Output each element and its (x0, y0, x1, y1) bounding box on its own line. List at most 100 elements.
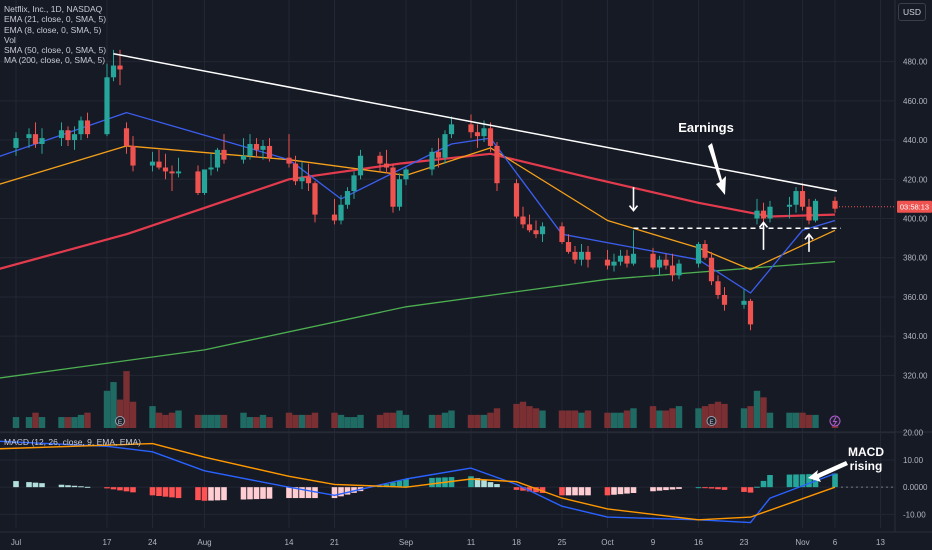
arrow-head (804, 232, 814, 240)
macd-tick-label: -10.00 (903, 510, 926, 519)
legend-ma200[interactable]: MA (200, close, 0, SMA, 5) (4, 55, 106, 66)
macd-histogram-bar (559, 487, 565, 496)
candle (435, 138, 442, 168)
volume-bar (448, 410, 455, 428)
macd-histogram-bar (221, 487, 227, 501)
earnings-label: Earnings (678, 120, 734, 135)
macd-histogram-bar (396, 480, 403, 488)
macd-histogram-bar (13, 481, 19, 488)
macd-histogram-bar (338, 487, 344, 497)
candle-body (104, 77, 110, 135)
candle-body (286, 157, 292, 164)
candle (403, 167, 409, 186)
volume-bar (311, 412, 319, 428)
volume-bar (116, 399, 124, 428)
candle-body (435, 151, 442, 158)
candle-body (468, 124, 474, 133)
arrow-head (758, 221, 769, 228)
volume-bar (344, 417, 351, 428)
legend-ema21[interactable]: EMA (21, close, 0, SMA, 5) (4, 14, 107, 25)
volume-bar (721, 403, 728, 428)
macd-histogram-bar (331, 487, 338, 499)
macd-histogram-bar (806, 474, 812, 488)
time-tick-label: Nov (795, 538, 809, 547)
macd-tick-label: 20.00 (903, 429, 924, 438)
time-tick-label: 9 (651, 538, 656, 547)
volume-bar (578, 412, 585, 428)
candle-body (156, 161, 162, 168)
candle-body (526, 224, 533, 231)
volume-bar (12, 417, 20, 428)
macd-histogram-bar (84, 486, 91, 488)
candle (260, 140, 266, 160)
candle (104, 63, 110, 137)
macd-histogram-bar (390, 482, 396, 488)
candle (611, 253, 617, 272)
legend-volume[interactable]: Vol (4, 34, 16, 45)
candle (474, 124, 481, 148)
candle-body (175, 171, 182, 174)
volume-bar (402, 414, 410, 428)
macd-legend[interactable]: MACD (12, 26, close, 9, EMA, EMA) (4, 437, 141, 447)
macd-histogram-bar (539, 487, 546, 493)
macd-histogram-bar (565, 487, 572, 496)
candle-body (84, 120, 91, 135)
candle-body (533, 230, 539, 235)
macd-histogram-bar (526, 487, 533, 492)
macd-histogram-bar (65, 485, 71, 488)
ma200-line (0, 260, 836, 379)
legend-ema8[interactable]: EMA (8, close, 0, SMA, 5) (4, 24, 102, 35)
candle-body (117, 65, 123, 70)
volume-bar (753, 390, 761, 428)
current-price-badge (897, 200, 932, 213)
candle (377, 151, 383, 172)
volume-bar (331, 412, 338, 428)
macd-histogram-bar (149, 487, 156, 496)
volume-bar (487, 412, 494, 428)
macd-histogram-bar (169, 487, 175, 498)
macd-histogram-bar (572, 487, 578, 496)
candle-body (721, 294, 728, 305)
candle (559, 222, 565, 244)
volume-bar (259, 414, 267, 428)
candle (676, 259, 682, 280)
volume-bar (441, 412, 449, 428)
macd-annotation-line1: MACD (848, 445, 884, 459)
macd-histogram-bar (260, 487, 266, 499)
candle-body (669, 265, 676, 276)
legend-sma50[interactable]: SMA (50, close, 0, SMA, 5) (4, 45, 107, 56)
ticker-title[interactable]: Netflix, Inc., 1D, NASDAQ (4, 4, 103, 14)
volume-bar (32, 412, 39, 428)
candle-body (513, 183, 520, 217)
macd-histogram-bar (741, 487, 747, 492)
candle-body (169, 171, 175, 174)
candle (65, 126, 71, 146)
candle-body (812, 200, 819, 221)
candle (767, 200, 773, 223)
candle-body (195, 171, 201, 194)
candle (741, 289, 747, 309)
candle (175, 157, 182, 178)
candle (240, 138, 247, 164)
candle-body (624, 255, 630, 264)
price-tick-label: 400.00 (903, 215, 928, 224)
macd-histogram-bar (533, 487, 539, 493)
sma50-line (0, 152, 836, 270)
candle (208, 153, 214, 176)
candle (32, 122, 39, 148)
volume-bar (669, 408, 676, 428)
currency-button[interactable]: USD (898, 3, 926, 21)
price-tick-label: 480.00 (903, 58, 928, 67)
macd-histogram-bar (468, 476, 474, 488)
volume-bar (747, 406, 754, 428)
candle (786, 196, 793, 219)
candle-body (357, 155, 364, 176)
macd-histogram-bar (32, 482, 39, 488)
candle-body (351, 175, 357, 192)
volume-bar (214, 414, 221, 428)
macd-histogram-bar (71, 485, 78, 488)
candle (578, 243, 585, 266)
candle-body (338, 204, 344, 221)
candle-body (331, 214, 338, 221)
